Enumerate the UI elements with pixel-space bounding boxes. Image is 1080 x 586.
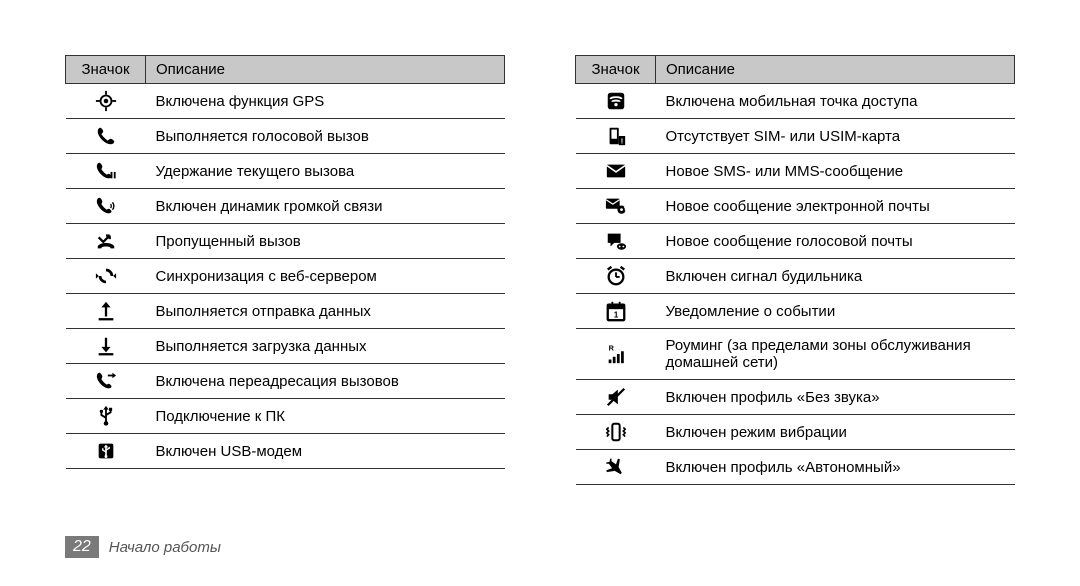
table-row: Выполняется отправка данных (66, 294, 505, 329)
left-header-icon: Значок (66, 56, 146, 84)
phone-speaker-icon (66, 189, 146, 224)
row-description: Отсутствует SIM- или USIM-карта (656, 119, 1015, 154)
right-header-icon: Значок (576, 56, 656, 84)
left-table: Значок Описание Включена функция GPSВыпо… (65, 55, 505, 469)
email-icon (576, 189, 656, 224)
row-description: Синхронизация с веб-сервером (146, 259, 505, 294)
row-description: Включен USB-модем (146, 434, 505, 469)
table-row: Новое сообщение электронной почты (576, 189, 1015, 224)
row-description: Включен динамик громкой связи (146, 189, 505, 224)
right-column: Значок Описание Включена мобильная точка… (575, 55, 1015, 485)
row-description: Включен профиль «Без звука» (656, 380, 1015, 415)
usb-icon (66, 399, 146, 434)
row-description: Выполняется загрузка данных (146, 329, 505, 364)
row-description: Удержание текущего вызова (146, 154, 505, 189)
missed-call-icon (66, 224, 146, 259)
alarm-icon (576, 259, 656, 294)
table-row: Отсутствует SIM- или USIM-карта (576, 119, 1015, 154)
roaming-icon (576, 329, 656, 380)
footer: 22 Начало работы (65, 536, 221, 558)
row-description: Включен режим вибрации (656, 415, 1015, 450)
row-description: Включен профиль «Автономный» (656, 450, 1015, 485)
download-icon (66, 329, 146, 364)
upload-icon (66, 294, 146, 329)
left-column: Значок Описание Включена функция GPSВыпо… (65, 55, 505, 485)
footer-section: Начало работы (109, 539, 221, 556)
right-header-desc: Описание (656, 56, 1015, 84)
table-row: Включена переадресация вызовов (66, 364, 505, 399)
table-row: Синхронизация с веб-сервером (66, 259, 505, 294)
phone-icon (66, 119, 146, 154)
hotspot-icon (576, 84, 656, 119)
table-row: Включен динамик громкой связи (66, 189, 505, 224)
table-row: Пропущенный вызов (66, 224, 505, 259)
call-forward-icon (66, 364, 146, 399)
usb-modem-icon (66, 434, 146, 469)
mute-icon (576, 380, 656, 415)
row-description: Включена мобильная точка доступа (656, 84, 1015, 119)
sync-icon (66, 259, 146, 294)
table-row: Выполняется голосовой вызов (66, 119, 505, 154)
table-row: Включена мобильная точка доступа (576, 84, 1015, 119)
table-row: Удержание текущего вызова (66, 154, 505, 189)
sms-icon (576, 154, 656, 189)
gps-icon (66, 84, 146, 119)
left-header-desc: Описание (146, 56, 505, 84)
table-row: Роуминг (за пределами зоны обслуживания … (576, 329, 1015, 380)
row-description: Включена функция GPS (146, 84, 505, 119)
table-row: Уведомление о событии (576, 294, 1015, 329)
tables-container: Значок Описание Включена функция GPSВыпо… (65, 55, 1015, 485)
table-row: Включен режим вибрации (576, 415, 1015, 450)
row-description: Пропущенный вызов (146, 224, 505, 259)
row-description: Подключение к ПК (146, 399, 505, 434)
row-description: Включен сигнал будильника (656, 259, 1015, 294)
table-row: Включена функция GPS (66, 84, 505, 119)
table-row: Включен сигнал будильника (576, 259, 1015, 294)
row-description: Новое сообщение электронной почты (656, 189, 1015, 224)
row-description: Выполняется голосовой вызов (146, 119, 505, 154)
row-description: Роуминг (за пределами зоны обслуживания … (656, 329, 1015, 380)
row-description: Включена переадресация вызовов (146, 364, 505, 399)
page-number: 22 (65, 536, 99, 558)
no-sim-icon (576, 119, 656, 154)
table-row: Включен профиль «Автономный» (576, 450, 1015, 485)
event-icon (576, 294, 656, 329)
table-row: Включен USB-модем (66, 434, 505, 469)
vibrate-icon (576, 415, 656, 450)
row-description: Новое сообщение голосовой почты (656, 224, 1015, 259)
row-description: Новое SMS- или MMS-сообщение (656, 154, 1015, 189)
right-table: Значок Описание Включена мобильная точка… (575, 55, 1015, 485)
table-row: Выполняется загрузка данных (66, 329, 505, 364)
phone-hold-icon (66, 154, 146, 189)
table-row: Новое сообщение голосовой почты (576, 224, 1015, 259)
table-row: Включен профиль «Без звука» (576, 380, 1015, 415)
airplane-icon (576, 450, 656, 485)
table-row: Новое SMS- или MMS-сообщение (576, 154, 1015, 189)
voicemail-icon (576, 224, 656, 259)
row-description: Уведомление о событии (656, 294, 1015, 329)
table-row: Подключение к ПК (66, 399, 505, 434)
row-description: Выполняется отправка данных (146, 294, 505, 329)
